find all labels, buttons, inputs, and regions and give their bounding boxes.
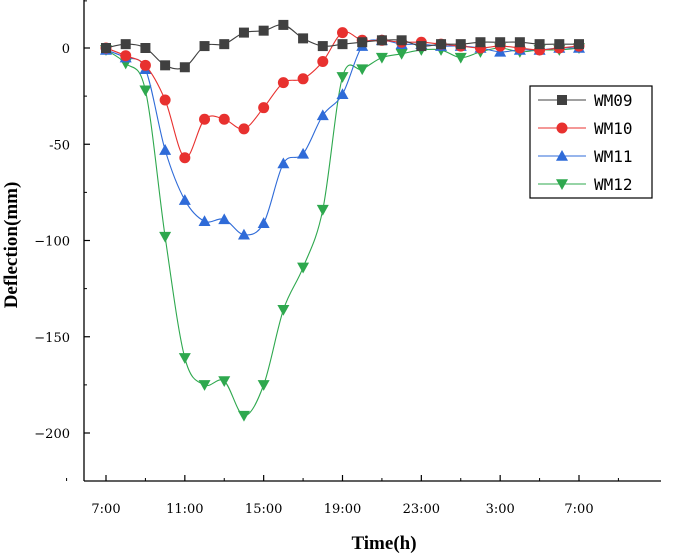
- data-point-wm12: [277, 305, 290, 316]
- data-point-wm10: [317, 55, 329, 67]
- data-point-wm10: [218, 113, 230, 125]
- data-point-wm09: [495, 37, 506, 48]
- data-point-wm11: [218, 213, 231, 225]
- legend-entry-wm12: WM12: [538, 175, 633, 194]
- series-wm12: [100, 43, 585, 422]
- data-point-wm09: [219, 39, 230, 50]
- y-axis-title: Deflection(mm): [1, 182, 22, 309]
- data-point-wm10: [179, 152, 191, 164]
- data-point-wm12: [454, 52, 467, 64]
- data-point-wm11: [178, 194, 191, 205]
- data-point-wm11: [198, 215, 211, 227]
- y-tick-label: 0: [62, 42, 70, 57]
- data-point-wm09: [534, 39, 545, 50]
- data-point-wm12: [316, 204, 329, 216]
- data-point-wm12: [159, 231, 172, 243]
- series-wm11: [100, 34, 585, 240]
- x-tick-label: 7:00: [91, 502, 120, 517]
- data-point-wm09: [278, 19, 289, 30]
- legend-label: WM11: [594, 147, 633, 166]
- data-point-wm11: [297, 147, 310, 159]
- data-point-wm10: [258, 102, 270, 114]
- data-point-wm09: [258, 25, 269, 36]
- data-point-wm12: [139, 85, 152, 97]
- data-point-wm12: [336, 72, 349, 83]
- legend-box: [529, 85, 653, 199]
- data-point-wm09: [455, 39, 466, 50]
- data-point-wm12: [178, 353, 191, 364]
- data-point-wm12: [356, 64, 369, 76]
- data-point-wm09: [574, 39, 584, 50]
- data-point-wm12: [395, 48, 408, 60]
- data-point-wm09: [298, 33, 309, 44]
- legend-entry-wm09: WM09: [538, 91, 633, 110]
- axes: Time(h) Deflection(mm) 0 -50 −100 −150 −200 7…: [1, 0, 661, 554]
- data-point-wm09: [337, 39, 348, 50]
- y-tick-label: −100: [34, 235, 70, 250]
- data-point-wm10: [277, 77, 289, 89]
- data-point-wm09: [179, 62, 190, 73]
- data-point-wm09: [376, 35, 387, 46]
- data-point-wm09: [140, 43, 151, 53]
- data-point-wm12: [297, 262, 310, 274]
- data-point-wm11: [336, 88, 349, 99]
- x-tick-label: 11:00: [166, 502, 203, 517]
- plot-area: [100, 19, 585, 422]
- data-point-wm10: [120, 50, 132, 62]
- data-point-wm12: [198, 380, 211, 391]
- legend-label: WM12: [594, 175, 633, 194]
- data-point-wm10: [139, 59, 151, 71]
- data-point-wm12: [237, 410, 250, 422]
- x-tick-label: 15:00: [245, 502, 282, 517]
- legend-marker: [556, 150, 568, 161]
- legend: WM09 WM10 WM11 WM12: [529, 85, 653, 199]
- data-point-wm11: [237, 228, 250, 240]
- y-tick-label: −150: [34, 331, 70, 346]
- data-point-wm10: [297, 73, 309, 85]
- data-point-wm09: [238, 27, 249, 38]
- data-point-wm11: [257, 217, 270, 228]
- legend-entry-wm10: WM10: [538, 119, 633, 138]
- data-point-wm09: [475, 37, 486, 48]
- data-point-wm11: [159, 144, 172, 155]
- data-point-wm12: [218, 376, 231, 388]
- x-tick-label: 7:00: [564, 502, 593, 517]
- series-line-wm12: [105, 47, 580, 417]
- legend-label: WM09: [594, 91, 633, 110]
- y-tick-label: −200: [34, 427, 70, 442]
- legend-label: WM10: [594, 119, 633, 138]
- data-point-wm09: [396, 35, 407, 46]
- data-point-wm09: [357, 37, 368, 48]
- data-point-wm12: [375, 52, 388, 64]
- y-tick-label: -50: [49, 138, 70, 153]
- data-point-wm12: [257, 380, 270, 391]
- x-tick-label: 19:00: [324, 502, 361, 517]
- legend-marker: [556, 122, 568, 134]
- data-point-wm11: [277, 157, 290, 169]
- legend-marker: [556, 179, 568, 190]
- data-point-wm09: [317, 41, 328, 52]
- x-tick-label: 3:00: [486, 502, 515, 517]
- legend-marker: [557, 95, 567, 105]
- data-point-wm10: [199, 113, 211, 125]
- data-point-wm09: [120, 39, 131, 50]
- data-point-wm09: [416, 41, 427, 52]
- series-wm09: [101, 19, 584, 73]
- x-tick-label: 23:00: [403, 502, 440, 517]
- data-point-wm10: [337, 27, 348, 39]
- data-point-wm09: [199, 41, 210, 52]
- data-point-wm10: [159, 94, 171, 106]
- data-point-wm09: [101, 43, 111, 53]
- data-point-wm09: [554, 39, 565, 50]
- data-point-wm09: [436, 39, 447, 50]
- data-point-wm09: [160, 60, 171, 71]
- x-axis-title: Time(h): [351, 533, 416, 554]
- data-point-wm10: [238, 123, 250, 135]
- data-point-wm09: [514, 37, 525, 48]
- data-point-wm11: [316, 109, 329, 121]
- legend-entry-wm11: WM11: [538, 147, 633, 166]
